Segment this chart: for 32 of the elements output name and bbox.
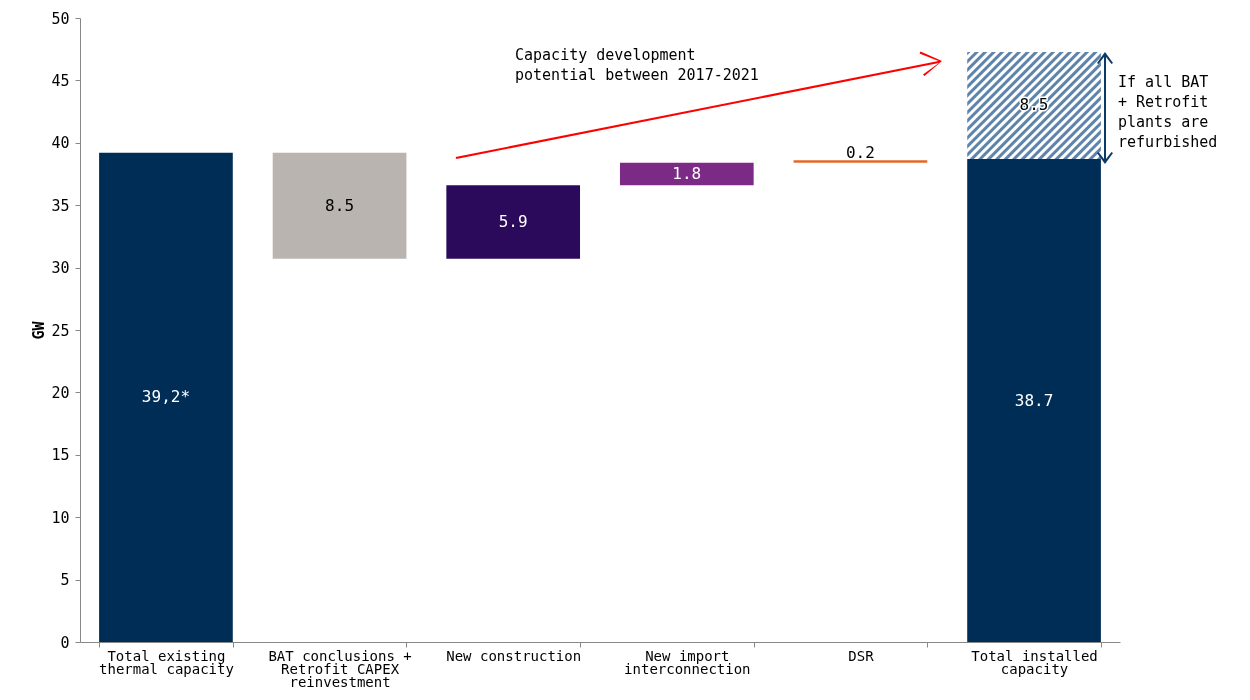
annotation: 8.5 — [1019, 95, 1049, 115]
y-axis-title: GW — [30, 320, 49, 340]
y-tick-label: 0 — [60, 633, 70, 652]
annotation: Capacity development potential between 2017-2021 — [515, 45, 760, 85]
bar — [619, 162, 754, 186]
y-tick-label: 20 — [51, 383, 70, 402]
data-label: 38.7 — [1014, 390, 1054, 410]
bar — [793, 160, 928, 163]
y-tick-label: 15 — [51, 446, 70, 465]
x-tick-label: BAT conclusions + Retrofit CAPEX reinvestment — [268, 647, 412, 690]
x-tick-label: Total installed capacity — [971, 647, 1098, 677]
annotation: If all BAT + Retrofit plants are refurbished — [1118, 72, 1219, 152]
x-tick-label: New import interconnection — [624, 647, 751, 677]
y-tick-label: 10 — [51, 508, 70, 527]
data-label: 8.5 — [325, 195, 355, 215]
y-tick-label: 45 — [51, 71, 70, 90]
y-tick-label: 5 — [60, 571, 70, 590]
x-tick-label: New construction — [446, 647, 582, 664]
bar — [446, 185, 581, 259]
y-tick-label: 30 — [51, 259, 70, 278]
x-tick-label: DSR — [848, 647, 875, 664]
y-tick-label: 25 — [51, 321, 70, 340]
y-tick-label: 50 — [51, 9, 70, 28]
y-tick-label: 40 — [51, 134, 70, 153]
y-tick-label: 35 — [51, 196, 70, 215]
data-label: 0.2 — [845, 143, 875, 163]
data-label: 39,2* — [141, 387, 191, 407]
bar — [272, 152, 407, 259]
bar — [99, 152, 233, 642]
x-tick-label: Total existing thermal capacity — [99, 647, 234, 677]
data-label: 1.8 — [672, 164, 702, 183]
data-label: 5.9 — [498, 212, 528, 232]
